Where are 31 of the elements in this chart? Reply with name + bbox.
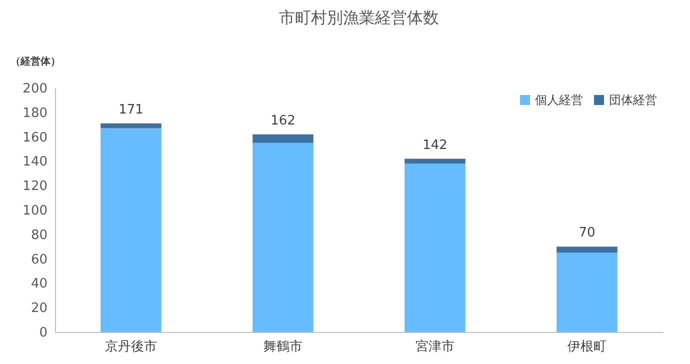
y-tick-label: 180 — [22, 106, 48, 121]
bar — [100, 128, 162, 332]
total-label: 142 — [422, 138, 448, 153]
chart-title: 市町村別漁業経営体数 — [279, 8, 439, 27]
bar — [100, 123, 162, 128]
bar — [556, 246, 618, 253]
x-tick-label: 京丹後市 — [105, 340, 157, 354]
total-label: 171 — [118, 102, 144, 118]
y-axis-title: （経営体） — [10, 56, 60, 68]
x-tick-label: 宮津市 — [416, 338, 454, 354]
x-tick-label: 舞鶴市 — [264, 340, 302, 354]
bar — [252, 134, 314, 143]
y-tick-label: 20 — [30, 301, 48, 316]
total-label: 162 — [270, 113, 296, 128]
y-tick-label: 160 — [22, 130, 48, 146]
y-tick-label: 60 — [30, 252, 48, 268]
x-tick-label: 伊根町 — [568, 340, 606, 354]
bar — [252, 142, 314, 332]
y-tick-label: 140 — [22, 154, 48, 170]
y-tick-label: 120 — [22, 179, 48, 194]
y-tick-label: 80 — [30, 228, 48, 243]
y-tick-label: 0 — [39, 326, 48, 340]
legend-label: 個人経営 — [535, 93, 583, 107]
y-tick-label: 40 — [30, 276, 48, 292]
bar — [404, 158, 466, 164]
bar — [404, 164, 466, 332]
total-label: 70 — [578, 226, 596, 241]
bar — [556, 252, 618, 332]
y-tick-label: 200 — [22, 82, 48, 96]
legend-label: 団体経営 — [609, 93, 657, 107]
y-tick-label: 100 — [22, 204, 48, 218]
